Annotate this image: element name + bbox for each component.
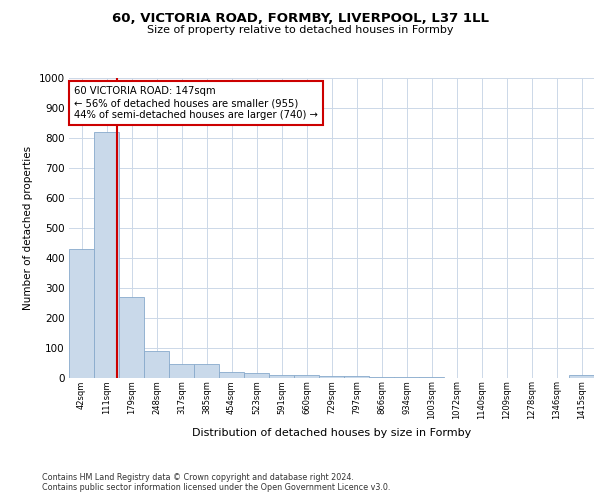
Bar [269, 374, 294, 378]
Text: Contains HM Land Registry data © Crown copyright and database right 2024.
Contai: Contains HM Land Registry data © Crown c… [42, 473, 391, 492]
Bar [369, 376, 394, 378]
Bar [294, 375, 319, 378]
Bar [169, 364, 194, 378]
Bar [119, 296, 144, 378]
Bar [94, 132, 119, 378]
X-axis label: Distribution of detached houses by size in Formby: Distribution of detached houses by size … [192, 428, 471, 438]
Bar [219, 372, 244, 378]
Y-axis label: Number of detached properties: Number of detached properties [23, 146, 33, 310]
Bar [319, 376, 344, 378]
Text: Size of property relative to detached houses in Formby: Size of property relative to detached ho… [147, 25, 453, 35]
Bar [569, 375, 594, 378]
Bar [69, 248, 94, 378]
Bar [144, 350, 169, 378]
Text: 60, VICTORIA ROAD, FORMBY, LIVERPOOL, L37 1LL: 60, VICTORIA ROAD, FORMBY, LIVERPOOL, L3… [112, 12, 488, 26]
Bar [244, 373, 269, 378]
Text: 60 VICTORIA ROAD: 147sqm
← 56% of detached houses are smaller (955)
44% of semi-: 60 VICTORIA ROAD: 147sqm ← 56% of detach… [74, 86, 318, 120]
Bar [419, 377, 444, 378]
Bar [344, 376, 369, 378]
Bar [394, 376, 419, 378]
Bar [194, 364, 219, 378]
